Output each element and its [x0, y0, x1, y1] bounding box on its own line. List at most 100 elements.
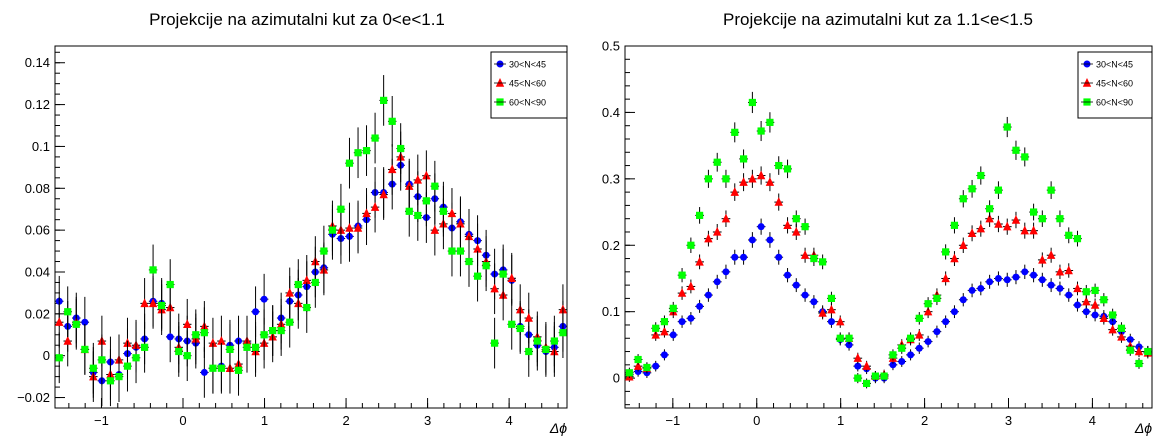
- right-point: [898, 358, 906, 366]
- right-point: [986, 205, 994, 213]
- left-y-tick-label: 0.1: [32, 139, 50, 154]
- left-point: [371, 134, 379, 142]
- right-series-2: [625, 166, 1153, 382]
- left-chart-title: Projekcije na azimutalni kut za 0<e<1.1: [149, 10, 445, 29]
- left-data-marks: [55, 75, 568, 407]
- right-point: [976, 223, 986, 233]
- right-point: [898, 344, 906, 352]
- left-point: [285, 287, 294, 297]
- right-point: [792, 281, 800, 289]
- left-point: [183, 352, 191, 360]
- left-x-tick-label: 0: [179, 413, 186, 428]
- right-point: [713, 278, 721, 286]
- right-point: [1109, 311, 1117, 319]
- left-point: [141, 343, 149, 351]
- right-point: [1082, 296, 1091, 306]
- right-point: [950, 308, 958, 316]
- left-point: [234, 366, 243, 374]
- right-point: [792, 215, 800, 223]
- right-point: [704, 233, 713, 243]
- right-point: [1073, 235, 1082, 243]
- right-point: [1056, 215, 1064, 223]
- right-point: [696, 302, 704, 310]
- right-point: [1021, 153, 1029, 161]
- left-point: [81, 318, 89, 326]
- left-axis-ticks: −1 0 1 2 3 4 −0.02 0 0.02 0.04 0.06 0.08 0.1 0.12 0.14: [17, 51, 559, 428]
- left-point: [123, 362, 132, 370]
- right-point: [704, 175, 713, 183]
- left-x-tick-label: 4: [505, 413, 512, 428]
- left-x-tick-label: 3: [424, 413, 431, 428]
- right-point: [1055, 266, 1065, 276]
- right-y-tick-label: 0.2: [602, 238, 620, 253]
- left-point: [422, 197, 430, 205]
- left-point: [81, 345, 89, 354]
- right-y-tick-label: 0.3: [602, 171, 620, 186]
- left-point: [345, 159, 354, 167]
- left-point: [286, 318, 294, 326]
- left-point: [405, 207, 413, 215]
- right-point: [633, 361, 643, 370]
- right-point: [915, 314, 923, 322]
- right-point: [740, 253, 748, 261]
- right-point: [942, 318, 950, 326]
- right-point: [1030, 271, 1038, 279]
- right-point: [1082, 288, 1090, 296]
- left-y-tick-label: 0.02: [25, 306, 50, 321]
- left-point: [148, 298, 158, 308]
- right-point: [625, 369, 633, 377]
- right-point: [1100, 296, 1108, 304]
- left-point: [269, 326, 277, 335]
- right-point: [985, 213, 994, 223]
- left-point: [431, 182, 439, 190]
- right-point: [713, 226, 722, 236]
- right-point: [933, 328, 941, 336]
- left-point: [379, 189, 388, 199]
- right-point: [1003, 221, 1012, 231]
- right-x-tick-label: 4: [1089, 413, 1096, 428]
- right-point: [819, 258, 827, 266]
- right-point: [994, 274, 1002, 282]
- right-point: [967, 228, 977, 238]
- left-point: [320, 247, 328, 255]
- right-point: [915, 344, 923, 352]
- left-point: [311, 278, 319, 287]
- right-point: [1011, 215, 1021, 224]
- left-x-axis-label: Δϕ: [549, 420, 567, 436]
- right-point: [678, 318, 686, 326]
- right-point: [652, 324, 660, 332]
- right-point: [722, 175, 730, 183]
- left-point: [251, 343, 260, 351]
- left-point: [456, 247, 465, 255]
- left-plot-frame: [54, 45, 568, 409]
- left-point: [260, 295, 268, 303]
- right-point: [757, 223, 765, 231]
- left-point: [465, 257, 473, 266]
- left-point: [533, 337, 541, 345]
- left-point: [183, 319, 192, 329]
- left-point: [473, 243, 482, 253]
- left-point: [362, 208, 371, 218]
- right-point: [800, 250, 810, 259]
- right-point: [1090, 300, 1100, 309]
- right-point: [942, 248, 950, 256]
- left-point: [132, 354, 140, 362]
- right-point: [696, 211, 704, 219]
- left-point: [542, 345, 550, 354]
- right-point: [1029, 208, 1038, 216]
- right-point: [1134, 346, 1144, 356]
- right-point: [880, 372, 888, 380]
- left-series-2: [55, 131, 568, 402]
- right-point: [845, 341, 853, 349]
- right-point: [1126, 336, 1134, 344]
- left-point: [140, 298, 149, 308]
- right-legend-label: 60<N<90: [1096, 98, 1133, 108]
- right-point: [704, 291, 712, 299]
- left-y-tick-label: −0.02: [17, 390, 50, 405]
- right-point: [1038, 215, 1046, 223]
- left-point: [499, 270, 507, 278]
- right-x-tick-label: 1: [837, 413, 844, 428]
- right-x-axis-label: Δϕ: [1134, 420, 1152, 436]
- left-point: [303, 303, 311, 312]
- left-point: [63, 336, 72, 345]
